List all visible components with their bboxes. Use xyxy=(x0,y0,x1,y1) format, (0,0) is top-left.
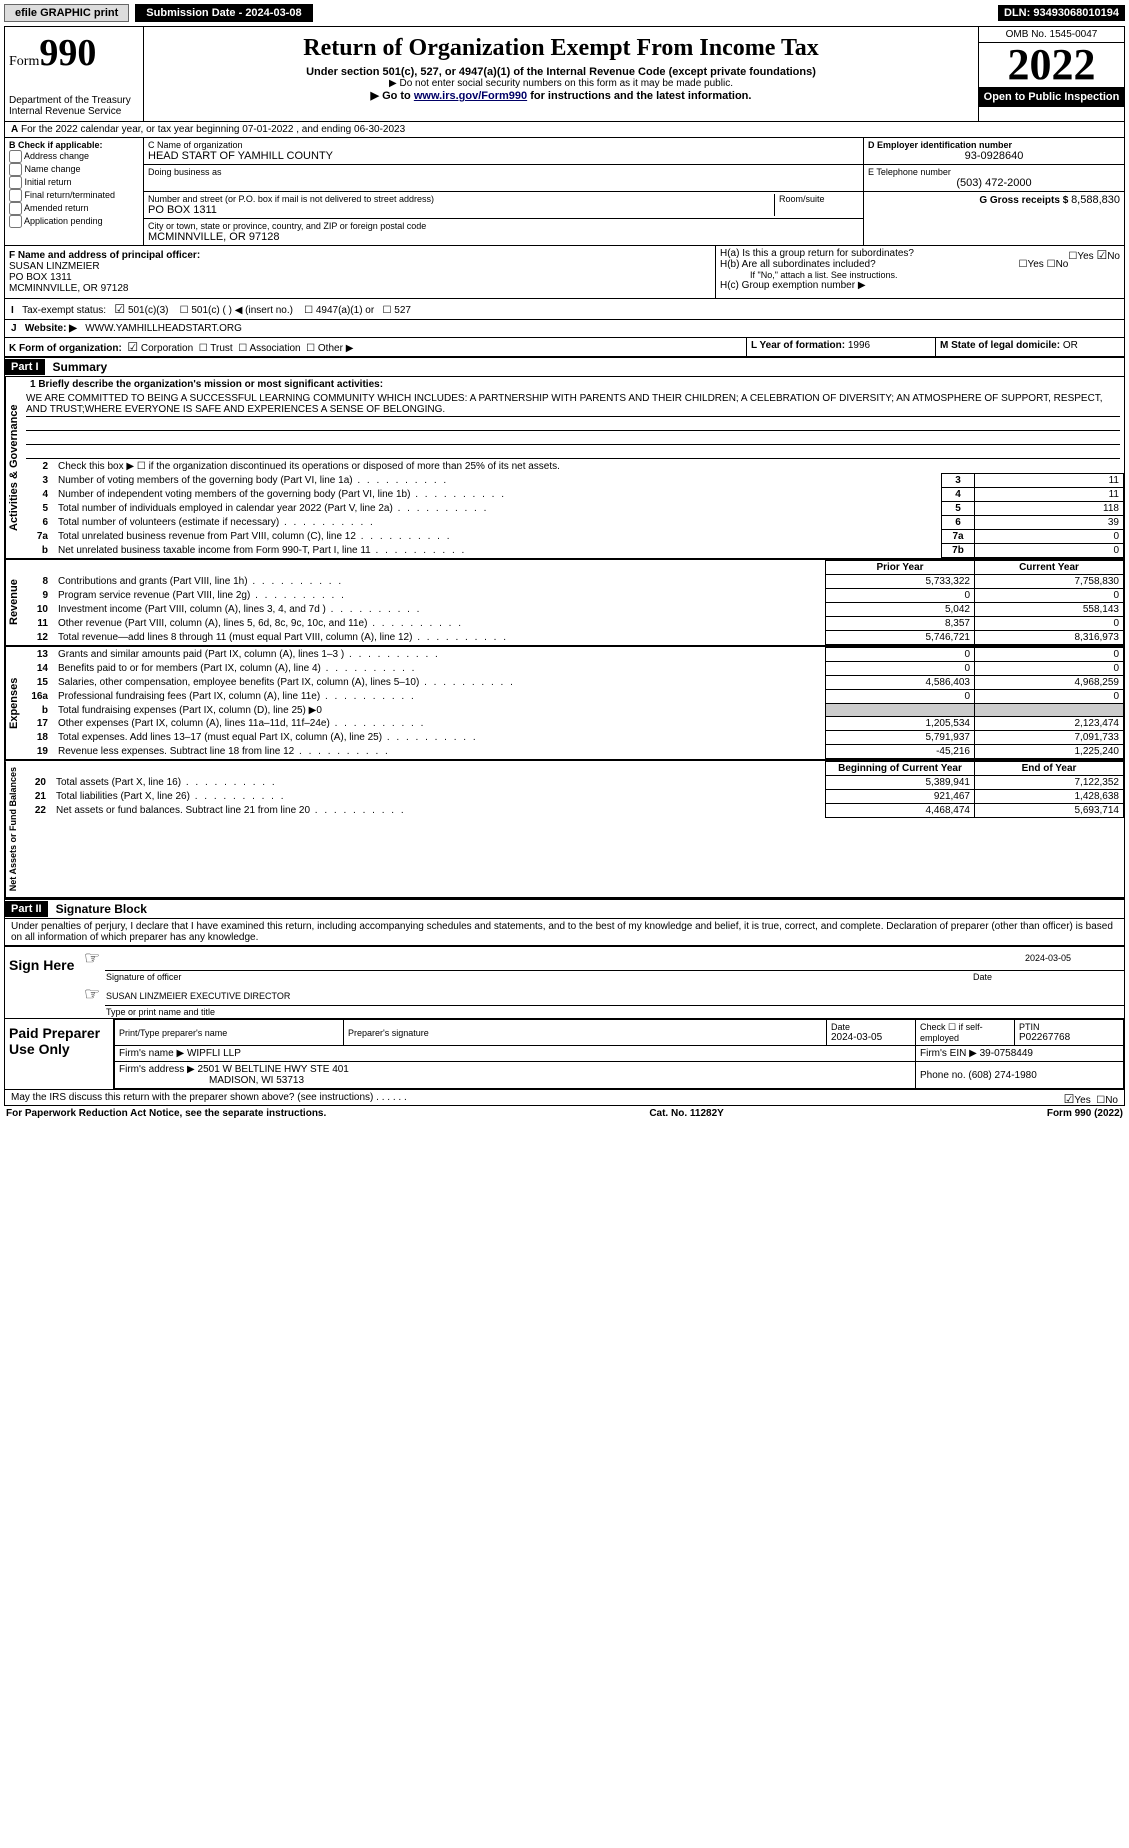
irs-label: Internal Revenue Service xyxy=(9,106,139,117)
form-ref: Form 990 (2022) xyxy=(1047,1108,1123,1119)
ein: 93-0928640 xyxy=(868,150,1120,162)
mission-label: 1 Briefly describe the organization's mi… xyxy=(30,379,383,390)
phone: (503) 472-2000 xyxy=(868,177,1120,189)
ck-name-change[interactable] xyxy=(9,163,22,176)
signature-section: Sign Here ☞ 2024-03-05 Signature of offi… xyxy=(5,946,1124,1018)
form-header: Form990 Department of the Treasury Inter… xyxy=(5,27,1124,122)
form-title: Return of Organization Exempt From Incom… xyxy=(152,35,970,62)
revenue-table: Prior YearCurrent Year 8Contributions an… xyxy=(22,560,1124,645)
expenses-table: 13Grants and similar amounts paid (Part … xyxy=(22,647,1124,759)
box-c: C Name of organization HEAD START OF YAM… xyxy=(144,138,863,245)
open-public: Open to Public Inspection xyxy=(979,87,1124,107)
goto-note: ▶ Go to www.irs.gov/Form990 for instruct… xyxy=(152,89,970,102)
irs-link[interactable]: www.irs.gov/Form990 xyxy=(414,90,527,102)
line-a: A For the 2022 calendar year, or tax yea… xyxy=(5,122,1124,138)
box-f: F Name and address of principal officer:… xyxy=(5,246,716,298)
ck-initial-return[interactable] xyxy=(9,176,22,189)
tax-year: 2022 xyxy=(979,43,1124,87)
may-discuss: May the IRS discuss this return with the… xyxy=(5,1089,1124,1105)
tab-activities: Activities & Governance xyxy=(5,377,22,558)
box-deg: D Employer identification number 93-0928… xyxy=(863,138,1124,245)
ssn-note: ▶ Do not enter social security numbers o… xyxy=(152,78,970,89)
box-i: I Tax-exempt status: ☑ 501(c)(3) ☐ 501(c… xyxy=(5,299,1124,320)
net-assets-table: Beginning of Current YearEnd of Year 20T… xyxy=(20,761,1124,818)
org-city: MCMINNVILLE, OR 97128 xyxy=(148,231,859,243)
officer-sig-name: SUSAN LINZMEIER EXECUTIVE DIRECTOR xyxy=(105,983,1124,1006)
form-subtitle: Under section 501(c), 527, or 4947(a)(1)… xyxy=(152,66,970,78)
activities-table: 2Check this box ▶ ☐ if the organization … xyxy=(22,460,1124,558)
firm-name: WIPFLI LLP xyxy=(187,1048,241,1059)
declaration: Under penalties of perjury, I declare th… xyxy=(5,919,1124,946)
firm-phone: (608) 274-1980 xyxy=(968,1070,1036,1081)
ck-final-return[interactable] xyxy=(9,189,22,202)
ck-pending[interactable] xyxy=(9,215,22,228)
mission-text: WE ARE COMMITTED TO BEING A SUCCESSFUL L… xyxy=(26,393,1120,417)
part-2-header: Part II Signature Block xyxy=(5,899,1124,919)
dln: DLN: 93493068010194 xyxy=(998,5,1125,21)
org-name: HEAD START OF YAMHILL COUNTY xyxy=(148,150,859,162)
box-b: B Check if applicable: Address change Na… xyxy=(5,138,144,245)
org-address: PO BOX 1311 xyxy=(148,204,774,216)
firm-addr: 2501 W BELTLINE HWY STE 401 xyxy=(198,1064,349,1075)
gross-receipts: 8,588,830 xyxy=(1071,194,1120,206)
box-j: J Website: ▶ WWW.YAMHILLHEADSTART.ORG xyxy=(5,320,1124,338)
box-m: M State of legal domicile: OR xyxy=(936,338,1124,356)
form-number: Form990 xyxy=(9,31,139,75)
website: WWW.YAMHILLHEADSTART.ORG xyxy=(85,323,242,334)
dept-treasury: Department of the Treasury xyxy=(9,95,139,106)
efile-top-bar: efile GRAPHIC print Submission Date - 20… xyxy=(0,0,1129,26)
paid-preparer-section: Paid Preparer Use Only Print/Type prepar… xyxy=(5,1018,1124,1089)
box-k: K Form of organization: ☑ Corporation ☐ … xyxy=(5,338,747,356)
ck-amended[interactable] xyxy=(9,202,22,215)
ck-address-change[interactable] xyxy=(9,150,22,163)
submission-date: Submission Date - 2024-03-08 xyxy=(135,4,312,22)
officer-name: SUSAN LINZMEIER xyxy=(9,261,711,272)
sign-date: 2024-03-05 xyxy=(972,947,1124,970)
form-container: Form990 Department of the Treasury Inter… xyxy=(4,26,1125,1106)
tab-net-assets: Net Assets or Fund Balances xyxy=(5,761,20,897)
part-1-header: Part I Summary xyxy=(5,357,1124,377)
ptin: P02267768 xyxy=(1019,1032,1119,1043)
prep-date: 2024-03-05 xyxy=(831,1032,911,1043)
box-l: L Year of formation: 1996 xyxy=(747,338,936,356)
box-h: H(a) Is this a group return for subordin… xyxy=(716,246,1124,298)
firm-ein: 39-0758449 xyxy=(980,1048,1033,1059)
efile-label: efile GRAPHIC print xyxy=(4,4,129,22)
tab-expenses: Expenses xyxy=(5,647,22,759)
tab-revenue: Revenue xyxy=(5,560,22,645)
page-footer: For Paperwork Reduction Act Notice, see … xyxy=(0,1106,1129,1121)
